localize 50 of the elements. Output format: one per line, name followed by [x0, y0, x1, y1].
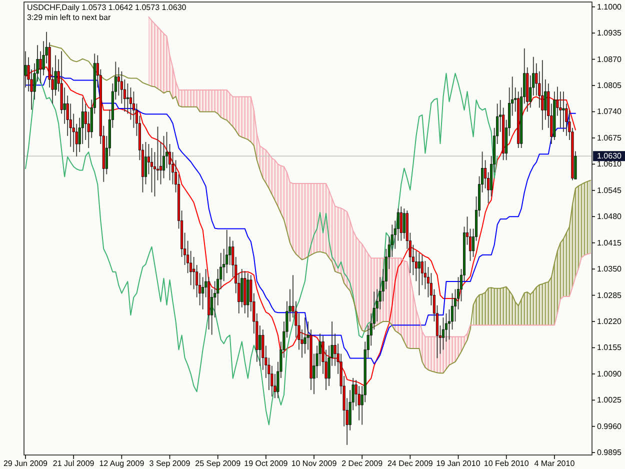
x-tick-label: 29 Jun 2009	[3, 459, 48, 468]
candlestick	[144, 142, 147, 185]
candlestick	[442, 316, 445, 350]
candlestick	[541, 60, 544, 130]
x-tick-label: 10 Nov 2009	[291, 459, 338, 468]
y-tick-label: 1.0025	[597, 396, 622, 405]
y-tick-label: 1.0155	[597, 343, 622, 352]
text: 3:29 min left to next bar	[27, 13, 111, 22]
candlestick	[126, 83, 129, 114]
x-tick-label: 2 Dec 2009	[342, 459, 384, 468]
line-series	[25, 72, 498, 426]
line-series	[49, 44, 591, 374]
chart-title: USDCHF,Daily 1.0573 1.0642 1.0573 1.0630	[27, 3, 187, 12]
y-tick-label: 1.0805	[597, 81, 622, 90]
candlestick	[304, 316, 306, 354]
candlestick	[400, 206, 402, 242]
x-tick-label: 12 Aug 2009	[99, 459, 145, 468]
x-tick-label: 19 Jan 2010	[436, 459, 481, 468]
candlestick	[150, 148, 154, 193]
y-tick-label: 0.9895	[597, 448, 622, 458]
x-tick-label: 3 Sep 2009	[149, 459, 191, 468]
y-tick-label: 1.0480	[597, 212, 622, 222]
y-tick-label: 1.0220	[597, 316, 622, 326]
x-tick-label: 10 Feb 2010	[484, 459, 530, 468]
candlestick	[258, 325, 262, 366]
y-tick-label: 1.0090	[597, 369, 622, 378]
x-tick-label: 19 Oct 2009	[244, 459, 288, 468]
y-tick-label: 1.0870	[597, 54, 622, 64]
candlestick	[63, 87, 66, 124]
candlestick	[402, 208, 406, 240]
y-tick-label: 1.0610	[597, 160, 622, 169]
candlestick	[562, 91, 565, 132]
y-tick-label: 1.0285	[597, 290, 622, 300]
y-tick-label: 1.0740	[597, 107, 622, 116]
y-tick-label: 0.9960	[597, 422, 622, 431]
x-tick-label: 21 Jul 2009	[52, 459, 95, 468]
candlestick	[418, 252, 420, 296]
candlestick	[24, 50, 27, 88]
y-tick-label: 1.0415	[597, 238, 622, 248]
x-tick-label: 4 Mar 2010	[534, 459, 576, 468]
ref-line-label: 1.0630	[597, 152, 622, 161]
line-series	[148, 16, 591, 338]
y-tick-label: 1.0545	[597, 186, 622, 195]
candlestick	[39, 50, 42, 84]
y-tick-label: 1.0350	[597, 264, 622, 274]
y-tick-label: 1.0675	[597, 133, 622, 142]
x-tick-label: 25 Sep 2009	[195, 459, 242, 468]
y-tick-label: 1.1000	[597, 2, 622, 12]
x-tick-label: 24 Dec 2009	[387, 459, 434, 468]
y-tick-label: 1.0935	[597, 28, 622, 38]
